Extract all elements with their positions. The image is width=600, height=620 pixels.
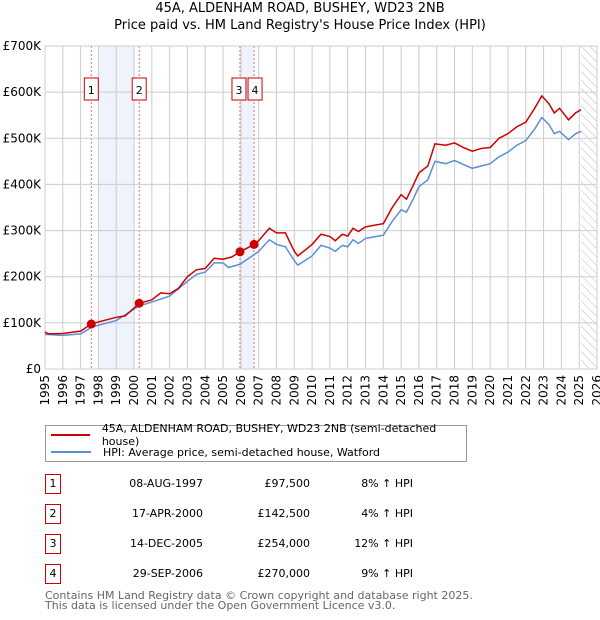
legend-label: 45A, ALDENHAM ROAD, BUSHEY, WD23 2NB (se… — [101, 422, 437, 448]
chart-title: 45A, ALDENHAM ROAD, BUSHEY, WD23 2NB — [155, 1, 445, 16]
x-tick-label: 1997 — [74, 375, 88, 406]
sale-hpi-diff: 4% ↑ HPI — [361, 507, 413, 520]
x-tick-label: 1996 — [56, 375, 70, 406]
y-tick-label: £600K — [3, 85, 43, 99]
y-tick-label: £700K — [3, 39, 43, 53]
sale-number-label: 3 — [235, 84, 242, 97]
forecast-hatch — [580, 46, 597, 369]
x-tick-label: 2003 — [180, 375, 194, 406]
x-tick-label: 2007 — [252, 375, 266, 406]
x-tick-label: 2024 — [554, 375, 568, 406]
sale-number: 1 — [45, 474, 61, 494]
sale-price: £142,500 — [257, 507, 311, 520]
sale-number: 3 — [45, 534, 61, 554]
sale-date: 08-AUG-1997 — [129, 477, 203, 490]
sale-number-label: 2 — [136, 84, 143, 97]
sale-point — [134, 298, 144, 308]
x-tick-label: 2016 — [412, 375, 426, 406]
sale-price: £270,000 — [257, 567, 311, 580]
x-tick-label: 2010 — [305, 375, 319, 406]
blue-line-swatch — [51, 451, 91, 453]
x-tick-label: 2021 — [501, 375, 515, 406]
sale-hpi-diff: 8% ↑ HPI — [361, 477, 413, 490]
plot-border — [44, 45, 598, 370]
sale-number-label: 1 — [88, 84, 95, 97]
sale-hpi-diff: 9% ↑ HPI — [361, 567, 413, 580]
x-tick-label: 1995 — [38, 375, 52, 406]
x-tick-label: 2000 — [127, 375, 141, 406]
sale-hpi-diff: 12% ↑ HPI — [354, 537, 413, 550]
legend: 45A, ALDENHAM ROAD, BUSHEY, WD23 2NB (se… — [45, 422, 467, 462]
legend-label: HPI: Average price, semi-detached house,… — [103, 445, 381, 459]
x-tick-label: 2002 — [163, 375, 177, 406]
chart-subtitle: Price paid vs. HM Land Registry's House … — [114, 18, 486, 33]
sale-date: 29-SEP-2006 — [132, 567, 203, 580]
x-tick-label: 2013 — [359, 375, 373, 406]
x-tick-label: 2023 — [537, 375, 551, 406]
x-tick-label: 2008 — [269, 375, 283, 406]
x-tick-label: 2020 — [483, 375, 497, 406]
x-tick-label: 2006 — [234, 375, 248, 406]
sale-number: 2 — [45, 504, 61, 524]
red-line-swatch — [51, 434, 90, 436]
y-tick-label: £100K — [3, 316, 43, 330]
sale-date: 17-APR-2000 — [131, 507, 203, 520]
x-tick-label: 2019 — [465, 375, 479, 406]
sale-point — [86, 319, 96, 329]
sale-point — [249, 239, 259, 249]
x-tick-label: 2017 — [430, 375, 444, 406]
legend-item-hpi: HPI: Average price, semi-detached house,… — [46, 444, 380, 460]
x-tick-label: 1999 — [109, 375, 123, 406]
x-tick-label: 2009 — [287, 375, 301, 406]
footer-line: Contains HM Land Registry data © Crown c… — [45, 589, 473, 602]
sale-point — [235, 247, 245, 257]
x-tick-label: 2026 — [590, 375, 600, 406]
x-tick-label: 2014 — [376, 375, 390, 406]
sale-number: 4 — [45, 564, 61, 584]
legend-item-property: 45A, ALDENHAM ROAD, BUSHEY, WD23 2NB (se… — [46, 422, 466, 448]
x-tick-label: 2004 — [198, 375, 212, 406]
sale-number-box — [231, 77, 247, 101]
sale-number-box — [83, 77, 99, 101]
y-tick-label: £500K — [3, 131, 43, 145]
x-tick-label: 2015 — [394, 375, 408, 406]
x-tick-label: 2018 — [448, 375, 462, 406]
sale-number-label: 4 — [252, 84, 259, 97]
sale-number-box — [247, 77, 263, 101]
x-tick-label: 2011 — [323, 375, 337, 406]
sale-date: 14-DEC-2005 — [129, 537, 203, 550]
price-chart: 1995 1996 1997 1998 1999 2000 2001 2002 2003 2004… — [3, 39, 600, 406]
x-tick-label: 1998 — [91, 375, 105, 406]
y-tick-label: £200K — [3, 270, 43, 284]
x-tick-label: 2012 — [341, 375, 355, 406]
x-tick-label: 2022 — [519, 375, 533, 406]
x-tick-label: 2025 — [572, 375, 586, 406]
y-tick-label: £300K — [3, 224, 43, 238]
hpi-line — [44, 116, 582, 337]
x-tick-label: 2001 — [145, 375, 159, 406]
y-tick-label: £400K — [3, 177, 43, 191]
y-tick-label: £0 — [26, 362, 41, 376]
property-price-line — [44, 94, 582, 335]
footer-line: This data is licensed under the Open Gov… — [45, 599, 396, 612]
x-tick-label: 2005 — [216, 375, 230, 406]
sale-price: £97,500 — [264, 477, 311, 490]
shaded-range — [240, 46, 255, 369]
sale-price: £254,000 — [257, 537, 311, 550]
sale-number-box — [131, 77, 147, 101]
